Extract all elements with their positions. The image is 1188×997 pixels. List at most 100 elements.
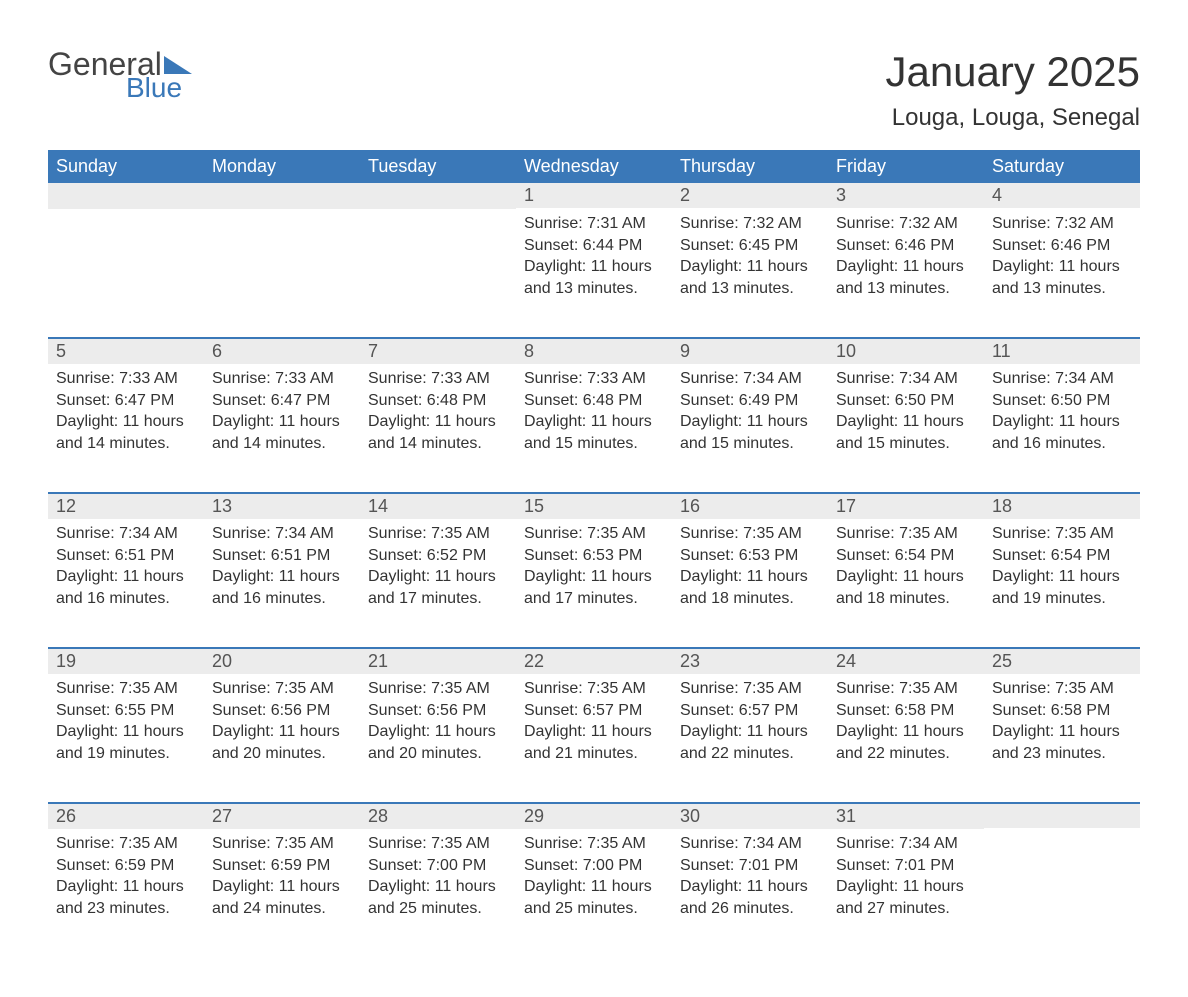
sunrise-line: Sunrise: 7:35 AM	[368, 678, 508, 700]
day-number: 5	[48, 337, 204, 364]
day-number: 9	[672, 337, 828, 364]
day-number: 10	[828, 337, 984, 364]
empty-day-content	[360, 209, 516, 227]
sunrise-line: Sunrise: 7:32 AM	[992, 213, 1132, 235]
sunset-line: Sunset: 6:53 PM	[524, 545, 664, 567]
sunrise-line: Sunrise: 7:34 AM	[212, 523, 352, 545]
logo: General Blue	[48, 48, 192, 102]
daylight-line: Daylight: 11 hours and 14 minutes.	[56, 411, 196, 454]
day-content: Sunrise: 7:32 AMSunset: 6:45 PMDaylight:…	[672, 209, 828, 313]
calendar-table: SundayMondayTuesdayWednesdayThursdayFrid…	[48, 150, 1140, 957]
sunset-line: Sunset: 6:59 PM	[212, 855, 352, 877]
weekday-header: Friday	[828, 150, 984, 183]
sunset-line: Sunset: 6:52 PM	[368, 545, 508, 567]
sunset-line: Sunset: 6:55 PM	[56, 700, 196, 722]
daylight-line: Daylight: 11 hours and 20 minutes.	[368, 721, 508, 764]
sunset-line: Sunset: 6:54 PM	[992, 545, 1132, 567]
weekday-header: Tuesday	[360, 150, 516, 183]
sunrise-line: Sunrise: 7:34 AM	[56, 523, 196, 545]
day-content: Sunrise: 7:35 AMSunset: 6:54 PMDaylight:…	[984, 519, 1140, 623]
daylight-line: Daylight: 11 hours and 16 minutes.	[56, 566, 196, 609]
sunset-line: Sunset: 7:01 PM	[680, 855, 820, 877]
sunset-line: Sunset: 6:51 PM	[56, 545, 196, 567]
daylight-line: Daylight: 11 hours and 22 minutes.	[680, 721, 820, 764]
daylight-line: Daylight: 11 hours and 15 minutes.	[524, 411, 664, 454]
day-content: Sunrise: 7:35 AMSunset: 6:54 PMDaylight:…	[828, 519, 984, 623]
sunrise-line: Sunrise: 7:35 AM	[524, 833, 664, 855]
sunset-line: Sunset: 6:48 PM	[368, 390, 508, 412]
month-title: January 2025	[885, 48, 1140, 96]
day-number: 31	[828, 802, 984, 829]
sunrise-line: Sunrise: 7:33 AM	[212, 368, 352, 390]
sunset-line: Sunset: 6:58 PM	[836, 700, 976, 722]
daylight-line: Daylight: 11 hours and 19 minutes.	[992, 566, 1132, 609]
daylight-line: Daylight: 11 hours and 14 minutes.	[368, 411, 508, 454]
day-number: 19	[48, 647, 204, 674]
day-number: 6	[204, 337, 360, 364]
daylight-line: Daylight: 11 hours and 17 minutes.	[368, 566, 508, 609]
empty-day-content	[48, 209, 204, 227]
sunrise-line: Sunrise: 7:32 AM	[680, 213, 820, 235]
day-number: 4	[984, 183, 1140, 208]
sunrise-line: Sunrise: 7:35 AM	[992, 678, 1132, 700]
sunset-line: Sunset: 6:44 PM	[524, 235, 664, 257]
daylight-line: Daylight: 11 hours and 15 minutes.	[836, 411, 976, 454]
day-content: Sunrise: 7:34 AMSunset: 6:51 PMDaylight:…	[204, 519, 360, 623]
sunset-line: Sunset: 6:59 PM	[56, 855, 196, 877]
daylight-line: Daylight: 11 hours and 24 minutes.	[212, 876, 352, 919]
sunrise-line: Sunrise: 7:32 AM	[836, 213, 976, 235]
daylight-line: Daylight: 11 hours and 21 minutes.	[524, 721, 664, 764]
sunrise-line: Sunrise: 7:34 AM	[836, 833, 976, 855]
daylight-line: Daylight: 11 hours and 20 minutes.	[212, 721, 352, 764]
day-content: Sunrise: 7:35 AMSunset: 6:58 PMDaylight:…	[828, 674, 984, 778]
sunset-line: Sunset: 6:57 PM	[524, 700, 664, 722]
sunset-line: Sunset: 7:00 PM	[368, 855, 508, 877]
day-number: 26	[48, 802, 204, 829]
sunrise-line: Sunrise: 7:35 AM	[680, 678, 820, 700]
daylight-line: Daylight: 11 hours and 14 minutes.	[212, 411, 352, 454]
sunset-line: Sunset: 6:58 PM	[992, 700, 1132, 722]
day-number: 18	[984, 492, 1140, 519]
day-number: 20	[204, 647, 360, 674]
day-content: Sunrise: 7:31 AMSunset: 6:44 PMDaylight:…	[516, 209, 672, 313]
daylight-line: Daylight: 11 hours and 17 minutes.	[524, 566, 664, 609]
sunset-line: Sunset: 6:56 PM	[368, 700, 508, 722]
sunset-line: Sunset: 6:48 PM	[524, 390, 664, 412]
sunrise-line: Sunrise: 7:35 AM	[56, 833, 196, 855]
day-number: 8	[516, 337, 672, 364]
daylight-line: Daylight: 11 hours and 18 minutes.	[836, 566, 976, 609]
day-content: Sunrise: 7:34 AMSunset: 6:50 PMDaylight:…	[828, 364, 984, 468]
sunset-line: Sunset: 6:56 PM	[212, 700, 352, 722]
day-content: Sunrise: 7:35 AMSunset: 6:58 PMDaylight:…	[984, 674, 1140, 778]
day-number: 3	[828, 183, 984, 208]
weekday-header: Sunday	[48, 150, 204, 183]
daylight-line: Daylight: 11 hours and 15 minutes.	[680, 411, 820, 454]
sunset-line: Sunset: 6:49 PM	[680, 390, 820, 412]
sunset-line: Sunset: 6:50 PM	[992, 390, 1132, 412]
sunrise-line: Sunrise: 7:35 AM	[992, 523, 1132, 545]
daylight-line: Daylight: 11 hours and 23 minutes.	[992, 721, 1132, 764]
sunrise-line: Sunrise: 7:35 AM	[56, 678, 196, 700]
sunrise-line: Sunrise: 7:31 AM	[524, 213, 664, 235]
day-number: 15	[516, 492, 672, 519]
sunset-line: Sunset: 6:51 PM	[212, 545, 352, 567]
daylight-line: Daylight: 11 hours and 13 minutes.	[836, 256, 976, 299]
daylight-line: Daylight: 11 hours and 13 minutes.	[680, 256, 820, 299]
day-number: 2	[672, 183, 828, 208]
daylight-line: Daylight: 11 hours and 13 minutes.	[524, 256, 664, 299]
sunset-line: Sunset: 7:01 PM	[836, 855, 976, 877]
location: Louga, Louga, Senegal	[885, 104, 1140, 132]
sunrise-line: Sunrise: 7:35 AM	[524, 678, 664, 700]
daylight-line: Daylight: 11 hours and 26 minutes.	[680, 876, 820, 919]
day-content: Sunrise: 7:35 AMSunset: 6:52 PMDaylight:…	[360, 519, 516, 623]
empty-day	[204, 183, 360, 209]
sunrise-line: Sunrise: 7:34 AM	[992, 368, 1132, 390]
sunrise-line: Sunrise: 7:35 AM	[212, 833, 352, 855]
day-number: 21	[360, 647, 516, 674]
day-number: 14	[360, 492, 516, 519]
empty-day	[48, 183, 204, 209]
sunrise-line: Sunrise: 7:35 AM	[368, 523, 508, 545]
day-content: Sunrise: 7:35 AMSunset: 6:57 PMDaylight:…	[672, 674, 828, 778]
empty-day	[984, 802, 1140, 828]
empty-day-content	[984, 829, 1140, 847]
